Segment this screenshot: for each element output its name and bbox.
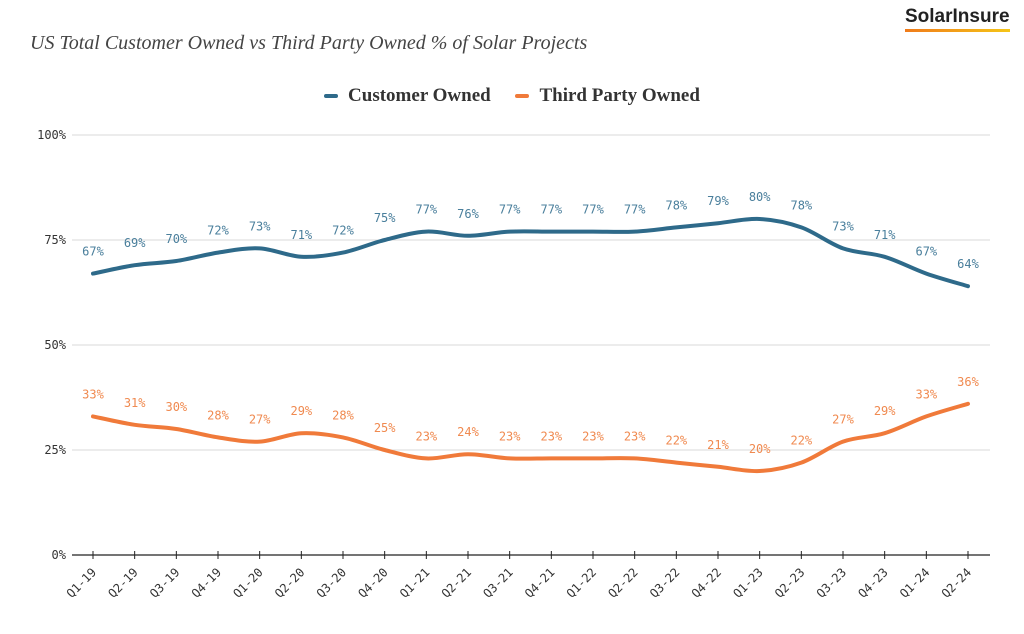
y-tick-label: 0% bbox=[52, 548, 67, 562]
x-tick-label: Q3-19 bbox=[147, 565, 182, 600]
y-tick-label: 50% bbox=[44, 338, 66, 352]
x-tick-label: Q1-23 bbox=[730, 565, 765, 600]
logo: SolarInsure bbox=[905, 6, 1010, 32]
data-label: 71% bbox=[874, 228, 896, 242]
data-label: 23% bbox=[624, 429, 646, 443]
legend-item-third-party: Third Party Owned bbox=[515, 85, 700, 107]
chart-title: US Total Customer Owned vs Third Party O… bbox=[30, 32, 588, 54]
data-label: 21% bbox=[707, 438, 729, 452]
data-label: 20% bbox=[749, 442, 771, 456]
data-label: 73% bbox=[832, 219, 854, 233]
data-label: 76% bbox=[457, 207, 479, 221]
x-tick-label: Q2-24 bbox=[939, 565, 974, 600]
data-label: 78% bbox=[665, 198, 687, 212]
legend-label: Third Party Owned bbox=[539, 85, 700, 106]
logo-text: SolarInsure bbox=[905, 6, 1010, 27]
legend-item-customer: Customer Owned bbox=[324, 85, 491, 107]
legend: Customer Owned Third Party Owned bbox=[0, 82, 1024, 107]
data-label: 29% bbox=[290, 404, 312, 418]
data-label: 78% bbox=[790, 198, 812, 212]
x-tick-label: Q2-20 bbox=[272, 565, 307, 600]
data-label: 27% bbox=[832, 413, 854, 427]
data-label: 75% bbox=[374, 211, 396, 225]
data-label: 28% bbox=[207, 408, 229, 422]
data-label: 31% bbox=[124, 396, 146, 410]
x-tick-label: Q4-21 bbox=[522, 565, 557, 600]
x-tick-label: Q3-20 bbox=[314, 565, 349, 600]
series-line-third-party-owned bbox=[91, 401, 970, 474]
data-label: 36% bbox=[957, 375, 979, 389]
x-tick-label: Q1-24 bbox=[897, 565, 932, 600]
x-tick-label: Q1-20 bbox=[230, 565, 265, 600]
data-label: 67% bbox=[915, 245, 937, 259]
y-tick-label: 100% bbox=[37, 128, 67, 142]
x-tick-label: Q3-21 bbox=[480, 565, 515, 600]
data-label: 30% bbox=[165, 400, 187, 414]
x-tick-label: Q2-21 bbox=[439, 565, 474, 600]
data-label: 80% bbox=[749, 190, 771, 204]
data-label: 77% bbox=[499, 203, 521, 217]
data-label: 23% bbox=[540, 429, 562, 443]
x-tick-label: Q2-23 bbox=[772, 565, 807, 600]
data-label: 22% bbox=[665, 434, 687, 448]
data-label: 72% bbox=[207, 224, 229, 238]
data-label: 72% bbox=[332, 224, 354, 238]
data-label: 67% bbox=[82, 245, 104, 259]
data-label: 28% bbox=[332, 408, 354, 422]
data-label: 77% bbox=[624, 203, 646, 217]
logo-underline bbox=[905, 29, 1010, 32]
data-label: 69% bbox=[124, 236, 146, 250]
legend-swatch bbox=[324, 94, 339, 98]
x-tick-label: Q4-20 bbox=[355, 565, 390, 600]
legend-label: Customer Owned bbox=[348, 85, 491, 106]
data-label: 77% bbox=[540, 203, 562, 217]
x-tick-label: Q1-19 bbox=[64, 565, 99, 600]
series-line-customer-owned bbox=[91, 216, 970, 289]
data-label: 70% bbox=[165, 232, 187, 246]
data-label: 25% bbox=[374, 421, 396, 435]
data-label: 33% bbox=[915, 387, 937, 401]
y-tick-label: 25% bbox=[44, 443, 66, 457]
data-label: 33% bbox=[82, 387, 104, 401]
data-label: 29% bbox=[874, 404, 896, 418]
x-tick-label: Q3-23 bbox=[814, 565, 849, 600]
y-tick-label: 75% bbox=[44, 233, 66, 247]
x-tick-label: Q1-21 bbox=[397, 565, 432, 600]
data-label: 23% bbox=[582, 429, 604, 443]
data-label: 23% bbox=[415, 429, 437, 443]
x-tick-label: Q4-23 bbox=[855, 565, 890, 600]
data-label: 73% bbox=[249, 219, 271, 233]
x-tick-label: Q3-22 bbox=[647, 565, 682, 600]
data-label: 77% bbox=[582, 203, 604, 217]
data-label: 64% bbox=[957, 257, 979, 271]
x-tick-label: Q4-22 bbox=[689, 565, 724, 600]
x-tick-label: Q4-19 bbox=[189, 565, 224, 600]
data-label: 22% bbox=[790, 434, 812, 448]
data-label: 24% bbox=[457, 425, 479, 439]
legend-swatch bbox=[515, 94, 530, 98]
x-tick-label: Q1-22 bbox=[564, 565, 599, 600]
data-label: 79% bbox=[707, 194, 729, 208]
x-tick-label: Q2-19 bbox=[105, 565, 140, 600]
data-label: 71% bbox=[290, 228, 312, 242]
data-label: 23% bbox=[499, 429, 521, 443]
data-label: 27% bbox=[249, 413, 271, 427]
data-label: 77% bbox=[415, 203, 437, 217]
x-tick-label: Q2-22 bbox=[605, 565, 640, 600]
